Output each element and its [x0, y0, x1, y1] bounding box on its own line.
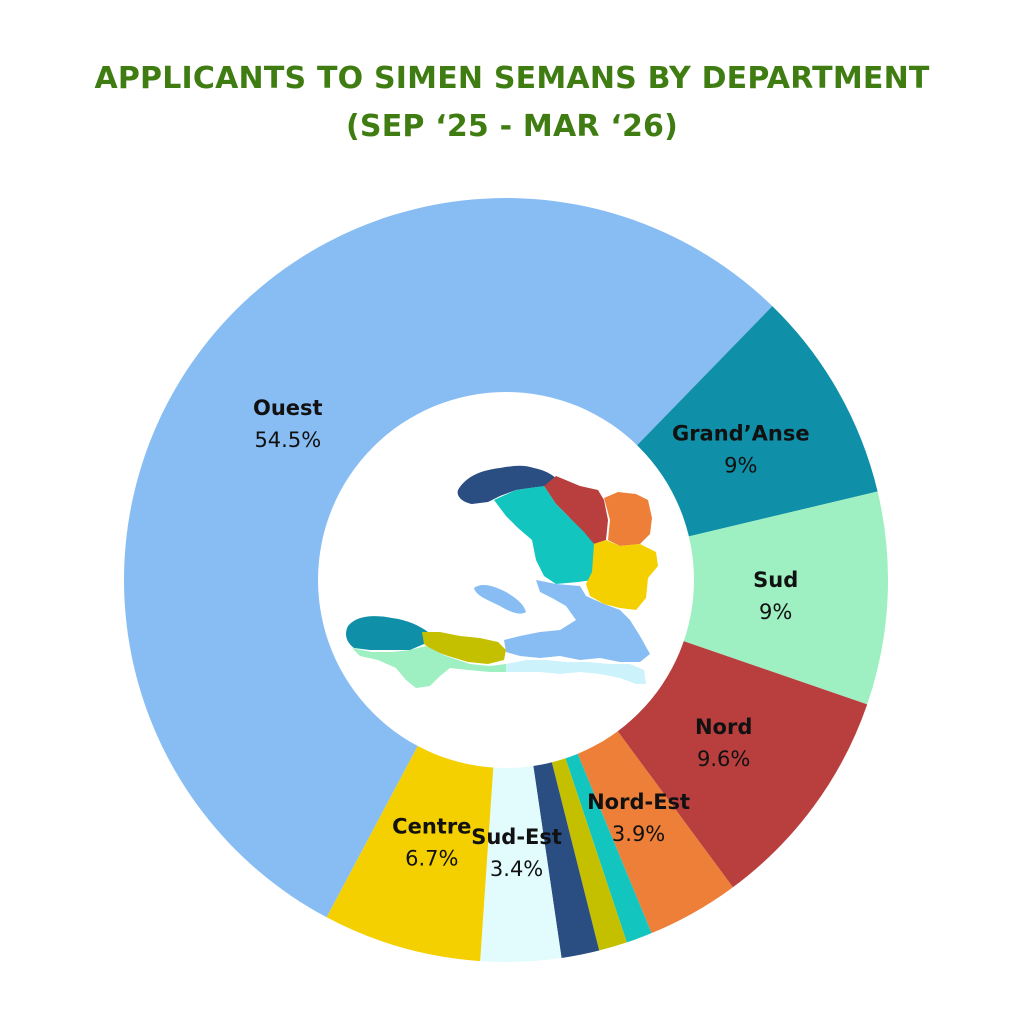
map-gonave-island	[474, 585, 526, 614]
chart-title-line2: (SEP ‘25 - MAR ‘26)	[346, 109, 678, 144]
label-group: Ouest 54.5% Grand’Anse 9% Sud 9% Nord 9.6% Nord-…	[253, 396, 810, 881]
map-ouest	[504, 580, 650, 662]
slice-label-grand-anse: Grand’Anse	[672, 422, 810, 446]
slice-label-nord-est: Nord-Est	[587, 790, 690, 814]
slice-value-centre: 6.7%	[405, 847, 458, 871]
slice-label-nord: Nord	[695, 715, 752, 739]
slice-label-centre: Centre	[392, 815, 471, 839]
chart-title-line1: APPLICANTS TO SIMEN SEMANS BY DEPARTMENT	[94, 61, 930, 96]
slice-label-sud: Sud	[753, 568, 798, 592]
slice-label-ouest: Ouest	[253, 396, 323, 420]
slice-sud	[506, 491, 889, 705]
map-sud	[352, 646, 506, 688]
slice-label-sud-est: Sud-Est	[471, 825, 562, 849]
map-nord	[544, 476, 608, 544]
slice-value-sud-est: 3.4%	[490, 857, 543, 881]
chart-title: APPLICANTS TO SIMEN SEMANS BY DEPARTMENT…	[0, 55, 1024, 151]
map-nippes	[422, 632, 506, 664]
slice-value-ouest: 54.5%	[254, 428, 321, 452]
haiti-map-graphic	[346, 465, 658, 688]
map-artibonite	[494, 486, 596, 584]
slice-value-grand-anse: 9%	[724, 454, 757, 478]
map-grand-anse	[346, 616, 428, 650]
map-nord-ouest	[457, 465, 558, 504]
slice-value-sud: 9%	[759, 600, 792, 624]
map-nord-est	[604, 492, 652, 546]
map-sud-est	[506, 660, 646, 684]
map-centre	[586, 540, 658, 610]
slice-value-nord: 9.6%	[697, 747, 750, 771]
slice-value-nord-est: 3.9%	[612, 822, 665, 846]
